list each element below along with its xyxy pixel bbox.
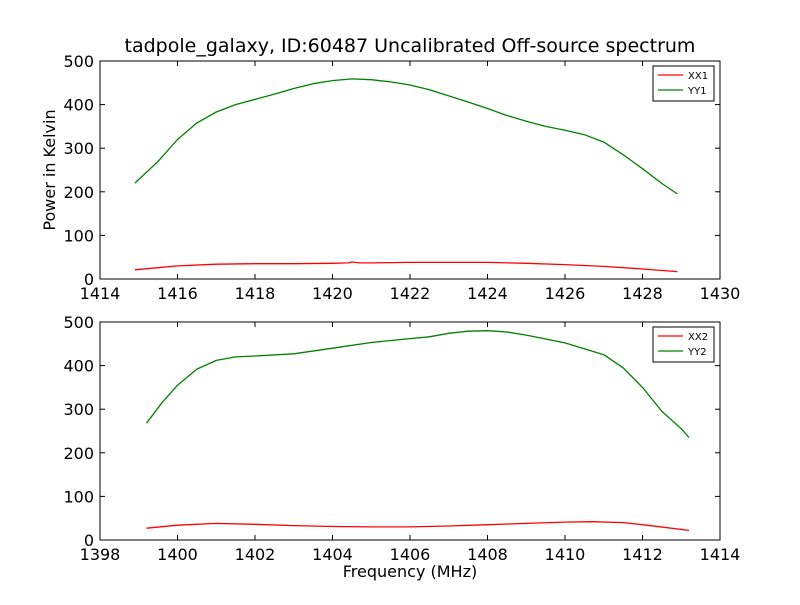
y-tick-label: 400: [63, 96, 94, 115]
series-line-yy1: [134, 78, 678, 195]
x-tick-label: 1412: [622, 545, 663, 564]
x-tick-label: 1414: [700, 545, 741, 564]
x-tick-label: 1414: [80, 284, 121, 303]
x-tick-label: 1422: [390, 284, 431, 303]
subplot-1: 1414 1416 1418 1420 1422 1424 1426 1428 1430 0 100…: [40, 52, 740, 303]
legend-label-yy2: YY2: [687, 347, 707, 358]
y-tick-label: 500: [63, 52, 94, 71]
x-tick-label: 1398: [80, 545, 121, 564]
x-tick-label: 1418: [235, 284, 276, 303]
x-tick-label: 1408: [467, 545, 508, 564]
y-tick-label: 400: [63, 357, 94, 376]
x-tick-label: 1416: [157, 284, 198, 303]
y-tick-label: 200: [63, 183, 94, 202]
series-line-xx1: [134, 261, 678, 273]
x-tick-label: 1404: [312, 545, 353, 564]
chart-title: tadpole_galaxy, ID:60487 Uncalibrated Of…: [125, 35, 696, 57]
legend-label-xx1: XX1: [688, 71, 708, 82]
y-tick-label: 100: [63, 487, 94, 506]
x-tick-label: 1430: [700, 284, 741, 303]
legend-box: [652, 326, 715, 363]
x-tick-label: 1420: [312, 284, 353, 303]
x-tick-label: 1424: [467, 284, 508, 303]
y-tick-label: 0: [84, 270, 94, 289]
x-tick-label: 1426: [545, 284, 586, 303]
y-tick-label: 500: [63, 313, 94, 332]
y-tick-label: 300: [63, 400, 94, 419]
y-axis-title: Power in Kelvin: [40, 109, 59, 230]
x-tick-label: 1428: [622, 284, 663, 303]
legend-box: [652, 65, 715, 102]
subplot-2: 1398 1400 1402 1404 1406 1408 1410 1412 1414 0 100…: [63, 313, 740, 581]
series-line-yy2: [145, 330, 690, 438]
series-line-xx2: [146, 521, 690, 532]
y-tick-label: 100: [63, 226, 94, 245]
y-tick-label: 200: [63, 444, 94, 463]
x-axis-title: Frequency (MHz): [343, 562, 477, 581]
x-tick-label: 1400: [157, 545, 198, 564]
y-tick-label: 300: [63, 139, 94, 158]
x-tick-label: 1410: [545, 545, 586, 564]
legend-label-xx2: XX2: [688, 332, 708, 343]
x-tick-label: 1406: [390, 545, 431, 564]
x-tick-label: 1402: [235, 545, 276, 564]
legend-label-yy1: YY1: [687, 86, 707, 97]
y-tick-label: 0: [84, 531, 94, 550]
